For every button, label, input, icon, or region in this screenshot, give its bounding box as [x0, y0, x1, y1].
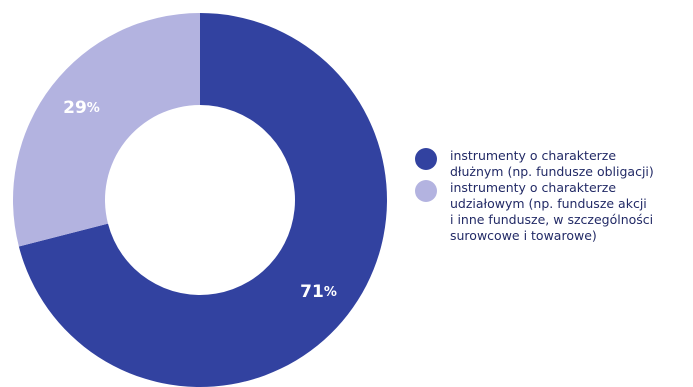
donut-chart: 71% 29%: [12, 13, 388, 387]
legend-item-debt: instrumenty o charakterze dłużnym (np. f…: [415, 148, 690, 180]
legend-label-equity-line1: instrumenty o charakterze: [450, 180, 617, 195]
legend-swatch-equity: [415, 180, 437, 202]
slice-label-debt: 71%: [300, 282, 337, 302]
legend-item-equity: instrumenty o charakterze udziałowym (np…: [415, 180, 690, 244]
legend-label-debt-line1: instrumenty o charakterze: [450, 148, 617, 163]
legend-label-equity: instrumenty o charakterze udziałowym (np…: [450, 180, 653, 244]
donut-slices: [12, 13, 388, 387]
legend-label-equity-line4: surowcowe i towarowe): [450, 228, 597, 243]
donut-slice-equity: [12, 13, 200, 247]
legend-label-equity-line3: i inne fundusze, w szczególności: [450, 212, 654, 227]
slice-label-equity: 29%: [63, 98, 100, 118]
legend-label-equity-line2: udziałowym (np. fundusze akcji: [450, 196, 647, 211]
slice-labels: 71% 29%: [63, 98, 337, 302]
legend-label-debt-line2: dłużnym (np. fundusze obligacji): [450, 164, 654, 179]
legend: instrumenty o charakterze dłużnym (np. f…: [415, 148, 690, 244]
legend-label-debt: instrumenty o charakterze dłużnym (np. f…: [450, 148, 654, 180]
donut-slice-debt: [18, 13, 388, 387]
legend-swatch-debt: [415, 148, 437, 170]
